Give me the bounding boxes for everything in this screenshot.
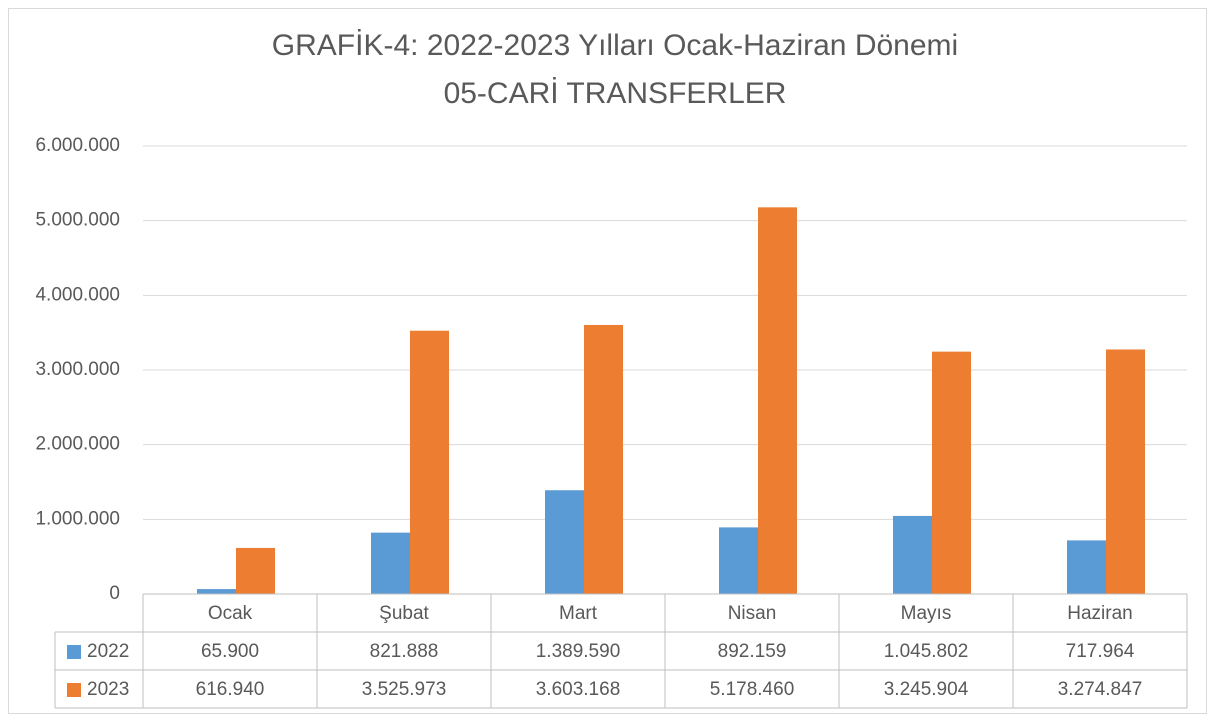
x-tick-label: Şubat	[379, 603, 429, 624]
y-tick-label: 0	[109, 583, 120, 604]
legend-key	[67, 683, 81, 697]
legend-label: 2023	[87, 679, 129, 700]
data-table-value: 5.178.460	[710, 679, 795, 700]
data-table-value: 1.045.802	[884, 641, 969, 662]
bar	[893, 515, 932, 594]
x-tick-label: Ocak	[208, 603, 253, 624]
data-table-value: 65.900	[201, 641, 259, 662]
data-table-value: 3.245.904	[884, 679, 969, 700]
legend-key	[67, 645, 81, 659]
legend-label: 2022	[87, 641, 129, 662]
bar	[1067, 540, 1106, 594]
y-tick-label: 4.000.000	[35, 284, 120, 305]
x-tick-label: Mart	[559, 603, 598, 624]
x-tick-label: Haziran	[1067, 603, 1132, 624]
bar	[545, 490, 584, 594]
bar	[1106, 349, 1145, 594]
data-table-value: 3.525.973	[362, 679, 447, 700]
chart-title: GRAFİK-4: 2022-2023 Yılları Ocak-Haziran…	[272, 29, 958, 62]
data-table-value: 3.274.847	[1058, 679, 1143, 700]
bar	[932, 351, 971, 594]
bar	[410, 330, 449, 594]
data-table-value: 821.888	[370, 641, 439, 662]
data-table-value: 892.159	[718, 641, 787, 662]
data-table-value: 717.964	[1066, 641, 1135, 662]
x-tick-label: Nisan	[728, 603, 777, 624]
data-table-value: 616.940	[196, 679, 265, 700]
bar	[584, 324, 623, 594]
y-tick-label: 2.000.000	[35, 434, 120, 455]
data-table-value: 3.603.168	[536, 679, 621, 700]
data-table-value: 1.389.590	[536, 641, 621, 662]
y-tick-label: 5.000.000	[35, 210, 120, 231]
y-tick-label: 3.000.000	[35, 359, 120, 380]
y-tick-label: 6.000.000	[35, 135, 120, 156]
chart-subtitle: 05-CARİ TRANSFERLER	[444, 77, 787, 110]
y-tick-label: 1.000.000	[35, 508, 120, 529]
bar	[758, 207, 797, 594]
x-tick-label: Mayıs	[901, 603, 952, 624]
bar	[371, 532, 410, 594]
bar	[719, 527, 758, 594]
bar	[236, 547, 275, 594]
bar	[197, 589, 236, 594]
